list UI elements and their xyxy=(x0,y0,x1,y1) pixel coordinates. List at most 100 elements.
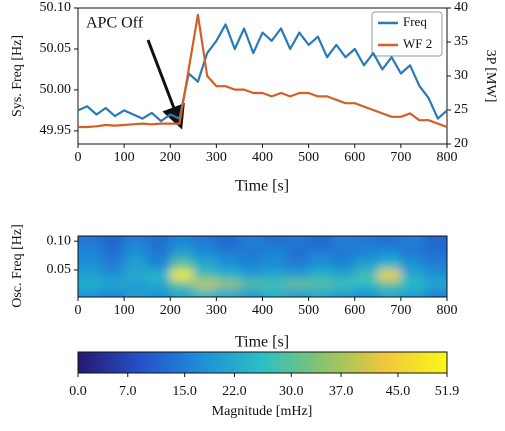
y-tick-label: 20 xyxy=(454,136,468,151)
heatmap-cell xyxy=(308,258,333,271)
heatmap-cell xyxy=(216,246,240,259)
x-tick-label: 200 xyxy=(160,150,181,165)
heatmap-cell xyxy=(400,269,425,281)
heatmap-cell xyxy=(400,236,425,248)
heatmap-cell xyxy=(354,280,379,290)
heatmap-cell xyxy=(170,246,194,259)
heatmap-cell xyxy=(354,258,379,271)
heatmap-cell xyxy=(78,269,102,281)
heatmap-cell xyxy=(423,269,447,281)
heatmap-cell xyxy=(193,288,217,297)
heatmap-cell xyxy=(101,246,125,259)
series-line xyxy=(78,13,448,129)
heatmap-cell xyxy=(354,246,379,259)
heatmap-cell xyxy=(285,280,310,290)
x-tick-label: 0 xyxy=(75,303,82,318)
series-line xyxy=(77,23,448,123)
heatmap-cell xyxy=(262,246,287,259)
heatmap-cell xyxy=(354,236,379,248)
heatmap-cell xyxy=(124,246,148,259)
heatmap-cell xyxy=(331,246,356,259)
colorbar-tick-label: 45.0 xyxy=(386,384,411,399)
heatmap-cell xyxy=(170,258,194,271)
heatmap-cell xyxy=(101,269,125,281)
heatmap-cell xyxy=(308,246,333,259)
heatmap-cell xyxy=(124,258,148,271)
heatmap-cell xyxy=(147,258,171,271)
heatmap-cell xyxy=(285,288,310,297)
heatmap-cell xyxy=(400,280,425,290)
y-axis-label: Sys. Freq [Hz] xyxy=(10,35,25,117)
heatmap-cell xyxy=(78,236,102,248)
heatmap-cell xyxy=(377,246,402,259)
heatmap-cell xyxy=(216,269,240,281)
x-tick-label: 500 xyxy=(298,150,319,165)
heatmap-cell xyxy=(262,288,287,297)
heatmap-cell xyxy=(400,258,425,271)
heatmap-cell xyxy=(170,269,194,281)
heatmap-cell xyxy=(400,246,425,259)
heatmap-cell xyxy=(124,288,148,297)
x-tick-label: 600 xyxy=(344,150,365,165)
heatmap-cell xyxy=(239,236,263,248)
x-tick-label: 300 xyxy=(206,303,227,318)
heatmap-cell xyxy=(101,258,125,271)
legend-label: WF 2 xyxy=(403,36,432,51)
y-tick-label: 50.05 xyxy=(40,41,72,56)
heatmap-cell xyxy=(377,269,402,281)
heatmap-cell xyxy=(285,269,310,281)
colorbar-tick-label: 0.0 xyxy=(69,384,87,399)
x-tick-label: 800 xyxy=(437,303,458,318)
heatmap-cell xyxy=(193,236,217,248)
heatmap-cell xyxy=(170,280,194,290)
heatmap-cell xyxy=(423,258,447,271)
y-tick-label: 49.95 xyxy=(40,123,72,138)
heatmap-cell xyxy=(423,246,447,259)
x-tick-label: 200 xyxy=(160,303,181,318)
heatmap-cell xyxy=(354,288,379,297)
heatmap-cell xyxy=(101,288,125,297)
colorbar-tick-label: 15.0 xyxy=(172,384,197,399)
heatmap-cell xyxy=(170,236,194,248)
heatmap-cell xyxy=(147,236,171,248)
heatmap-cell xyxy=(262,280,287,290)
heatmap-cell xyxy=(331,280,356,290)
x-tick-label: 400 xyxy=(252,150,273,165)
heatmap-cell xyxy=(147,246,171,259)
annotation-arrow xyxy=(146,39,185,130)
heatmap-cell xyxy=(239,258,263,271)
x-tick-label: 700 xyxy=(390,303,411,318)
heatmap-cell xyxy=(308,236,333,248)
heatmap-cell xyxy=(193,246,217,259)
heatmap-cell xyxy=(400,288,425,297)
colorbar xyxy=(77,351,448,374)
heatmap-cell xyxy=(124,269,148,281)
x-tick-label: 800 xyxy=(437,150,458,165)
heatmap-cell xyxy=(331,236,356,248)
heatmap-cell xyxy=(331,288,356,297)
x-tick-label: 100 xyxy=(114,303,135,318)
heatmap-cell xyxy=(331,258,356,271)
heatmap-cell xyxy=(308,280,333,290)
y-tick-label: 50.10 xyxy=(40,0,72,15)
x-axis-label: Time [s] xyxy=(235,178,289,195)
heatmap-cell xyxy=(239,288,263,297)
x-tick-label: 300 xyxy=(206,150,227,165)
heatmap-cell xyxy=(193,280,217,290)
heatmap-cell xyxy=(262,269,287,281)
x-tick-label: 100 xyxy=(114,150,135,165)
heatmap-cell xyxy=(423,280,447,290)
colorbar-tick-label: 51.9 xyxy=(435,384,460,399)
heatmap-cell xyxy=(124,280,148,290)
heatmap-cell xyxy=(147,269,171,281)
heatmap-cell xyxy=(239,280,263,290)
heatmap-cell xyxy=(239,246,263,259)
heatmap-cell xyxy=(170,288,194,297)
heatmap-cell xyxy=(216,258,240,271)
heatmap-cell xyxy=(78,288,102,297)
heatmap-cell xyxy=(78,280,102,290)
x-tick-label: 400 xyxy=(252,303,273,318)
heatmap-cell xyxy=(377,280,402,290)
colorbar-tick-label: 7.0 xyxy=(119,384,137,399)
